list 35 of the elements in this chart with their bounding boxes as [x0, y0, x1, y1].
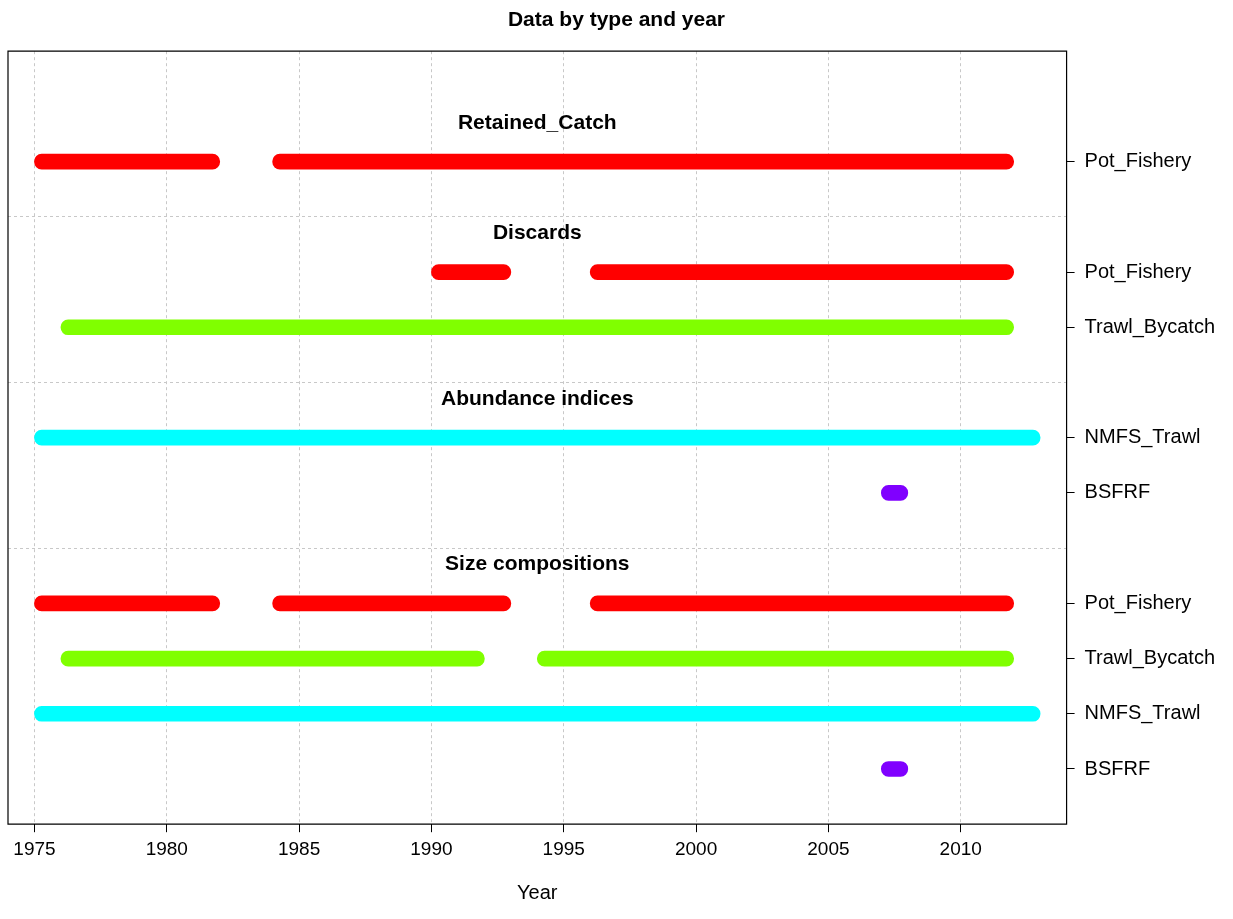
bar	[34, 705, 1041, 722]
bar	[589, 264, 1014, 280]
text: Retained_Catch	[457, 109, 617, 133]
bar	[589, 595, 1014, 612]
bar	[60, 650, 485, 667]
bar	[272, 595, 512, 612]
x-tick-label: 1985	[277, 837, 321, 859]
y-tick-label: Pot_Fishery	[1084, 149, 1192, 173]
x-tick-label: 1980	[145, 837, 188, 859]
bar	[34, 429, 1041, 446]
y-tick-label: BSFRF	[1084, 480, 1151, 503]
chart-title: Data by type and year	[507, 7, 726, 31]
y-tick-label: Pot_Fishery	[1084, 590, 1192, 614]
y-tick-label: Pot_Fishery	[1084, 259, 1192, 283]
bar	[60, 319, 1014, 336]
annotation: Discards	[492, 220, 582, 244]
x-tick-label: 2005	[807, 837, 850, 859]
annotation: Size compositions	[445, 551, 630, 575]
bar	[272, 153, 1014, 170]
x-tick-label: 1990	[410, 837, 453, 859]
bar	[431, 264, 512, 280]
x-tick-label: 1975	[13, 837, 56, 859]
bar	[536, 650, 1014, 667]
y-tick-label: Trawl_Bycatch	[1084, 314, 1216, 338]
x-tick-label: 2010	[939, 837, 982, 859]
bar	[34, 153, 221, 170]
annotation: Abundance indices	[441, 385, 634, 409]
y-tick-label: NMFS_Trawl	[1084, 701, 1201, 725]
x-tick-label: 1995	[542, 837, 585, 859]
y-tick-label: BSFRF	[1084, 756, 1151, 779]
bar	[34, 595, 221, 612]
y-tick-label: NMFS_Trawl	[1084, 425, 1201, 449]
x-tick-label: 2000	[674, 837, 718, 859]
x-axis-title: Year	[517, 880, 558, 903]
y-tick-label: Trawl_Bycatch	[1084, 646, 1216, 670]
